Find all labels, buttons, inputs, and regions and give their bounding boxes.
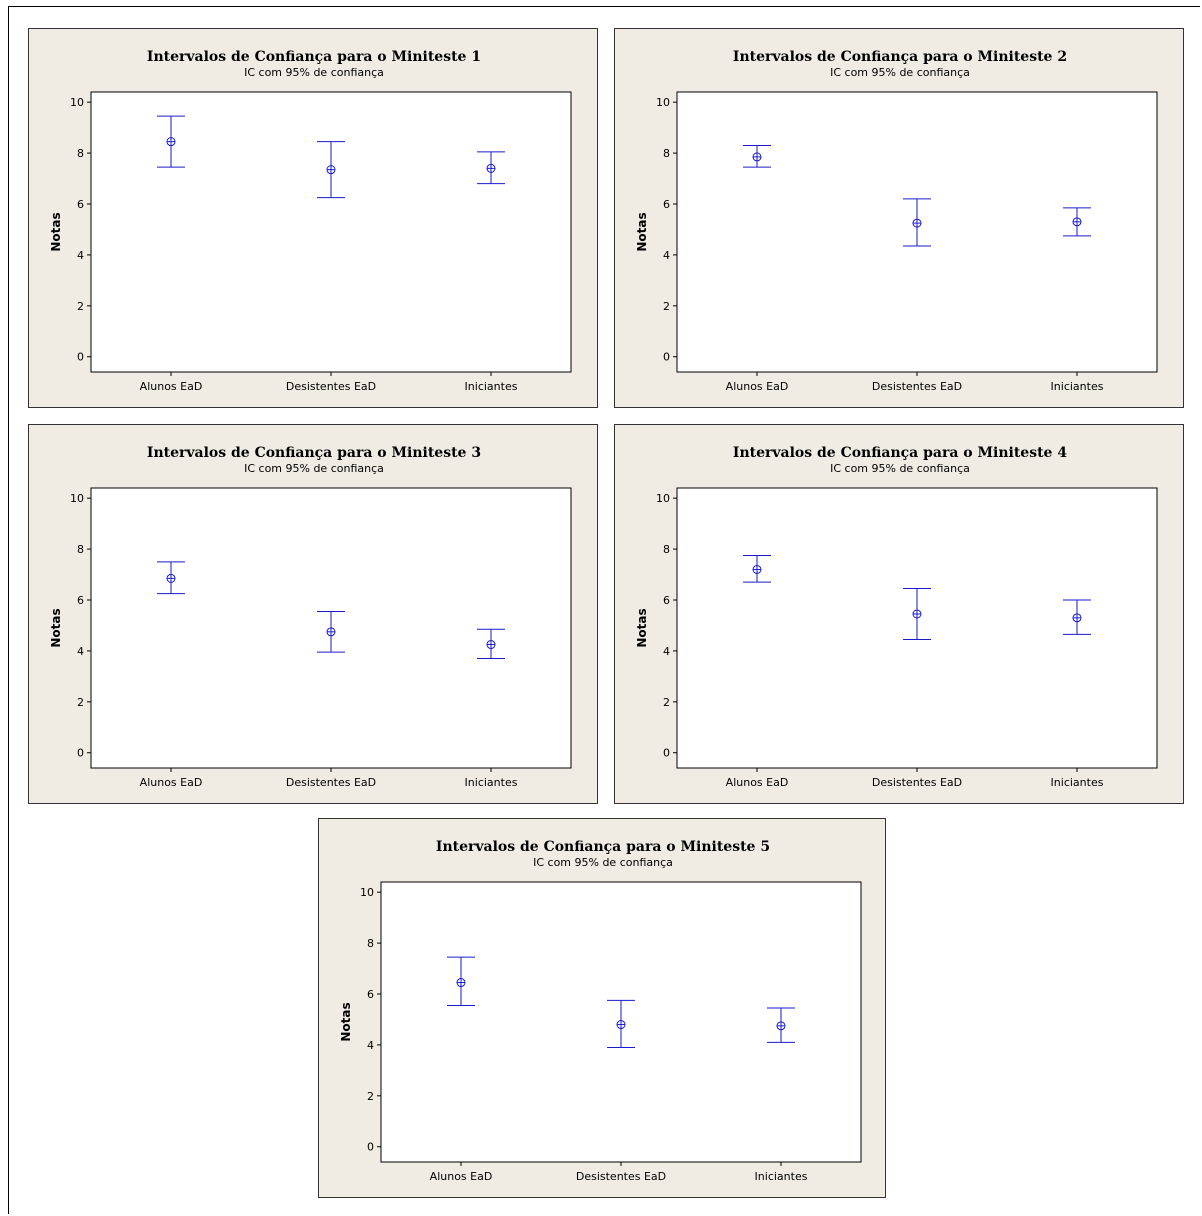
y-tick-label: 10	[70, 96, 84, 109]
x-tick-label: Desistentes EaD	[286, 380, 376, 393]
y-tick-label: 2	[77, 696, 84, 709]
x-tick-label: Iniciantes	[465, 776, 518, 789]
y-tick-label: 4	[663, 645, 670, 658]
chart-panel-2: Intervalos de Confiança para o Miniteste…	[614, 28, 1184, 408]
chart-title: Intervalos de Confiança para o Miniteste…	[147, 49, 481, 65]
x-tick-label: Alunos EaD	[430, 1170, 493, 1183]
interval-1	[157, 115, 185, 168]
y-tick-label: 4	[77, 645, 84, 658]
x-tick-label: Alunos EaD	[726, 380, 789, 393]
y-tick-label: 6	[77, 594, 84, 607]
y-tick-label: 6	[367, 988, 374, 1001]
x-tick-label: Iniciantes	[465, 380, 518, 393]
y-tick-label: 0	[663, 351, 670, 364]
chart-subtitle: IC com 95% de confiança	[244, 66, 384, 79]
chart-svg: Intervalos de Confiança para o Miniteste…	[49, 49, 572, 393]
x-tick-label: Iniciantes	[1051, 380, 1104, 393]
y-tick-label: 0	[77, 351, 84, 364]
x-tick-label: Alunos EaD	[726, 776, 789, 789]
y-tick-label: 0	[77, 747, 84, 760]
figure-frame	[8, 6, 1200, 1214]
interval-3	[767, 1007, 795, 1043]
y-tick-label: 10	[70, 492, 84, 505]
y-tick-label: 0	[663, 747, 670, 760]
interval-2	[903, 588, 931, 640]
interval-1	[447, 956, 475, 1006]
interval-3	[1063, 599, 1091, 635]
chart-title: Intervalos de Confiança para o Miniteste…	[436, 839, 770, 855]
y-axis-label: Notas	[635, 212, 649, 251]
y-tick-label: 8	[77, 147, 84, 160]
y-tick-label: 4	[663, 249, 670, 262]
y-tick-label: 4	[367, 1039, 374, 1052]
y-axis-label: Notas	[49, 212, 63, 251]
y-tick-label: 8	[663, 147, 670, 160]
y-tick-label: 10	[360, 886, 374, 899]
interval-2	[607, 999, 635, 1048]
chart-title: Intervalos de Confiança para o Miniteste…	[147, 445, 481, 461]
y-tick-label: 2	[663, 300, 670, 313]
chart-title: Intervalos de Confiança para o Miniteste…	[733, 49, 1067, 65]
y-tick-label: 8	[367, 937, 374, 950]
y-tick-label: 2	[367, 1090, 374, 1103]
chart-svg: Intervalos de Confiança para o Miniteste…	[635, 445, 1158, 789]
interval-1	[743, 554, 771, 583]
interval-3	[477, 628, 505, 660]
y-tick-label: 0	[367, 1141, 374, 1154]
y-tick-label: 8	[77, 543, 84, 556]
x-tick-label: Desistentes EaD	[576, 1170, 666, 1183]
x-tick-label: Desistentes EaD	[872, 776, 962, 789]
interval-2	[903, 198, 931, 247]
interval-3	[1063, 207, 1091, 237]
interval-1	[743, 144, 771, 168]
interval-3	[477, 151, 505, 185]
x-tick-label: Desistentes EaD	[872, 380, 962, 393]
interval-1	[157, 561, 185, 595]
y-tick-label: 2	[77, 300, 84, 313]
x-tick-label: Alunos EaD	[140, 776, 203, 789]
x-tick-label: Iniciantes	[1051, 776, 1104, 789]
interval-2	[317, 141, 345, 199]
chart-panel-1: Intervalos de Confiança para o Miniteste…	[28, 28, 598, 408]
x-tick-label: Desistentes EaD	[286, 776, 376, 789]
y-tick-label: 6	[663, 594, 670, 607]
y-tick-label: 10	[656, 492, 670, 505]
chart-svg: Intervalos de Confiança para o Miniteste…	[635, 49, 1158, 393]
x-tick-label: Alunos EaD	[140, 380, 203, 393]
y-tick-label: 8	[663, 543, 670, 556]
chart-svg: Intervalos de Confiança para o Miniteste…	[49, 445, 572, 789]
y-tick-label: 2	[663, 696, 670, 709]
y-axis-label: Notas	[339, 1002, 353, 1041]
chart-panel-3: Intervalos de Confiança para o Miniteste…	[28, 424, 598, 804]
chart-subtitle: IC com 95% de confiança	[533, 856, 673, 869]
y-tick-label: 10	[656, 96, 670, 109]
chart-panel-4: Intervalos de Confiança para o Miniteste…	[614, 424, 1184, 804]
chart-subtitle: IC com 95% de confiança	[244, 462, 384, 475]
y-tick-label: 6	[663, 198, 670, 211]
y-tick-label: 4	[77, 249, 84, 262]
y-axis-label: Notas	[49, 608, 63, 647]
y-tick-label: 6	[77, 198, 84, 211]
chart-subtitle: IC com 95% de confiança	[830, 66, 970, 79]
interval-2	[317, 610, 345, 653]
chart-svg: Intervalos de Confiança para o Miniteste…	[339, 839, 862, 1183]
chart-title: Intervalos de Confiança para o Miniteste…	[733, 445, 1067, 461]
x-tick-label: Iniciantes	[755, 1170, 808, 1183]
y-axis-label: Notas	[635, 608, 649, 647]
chart-panel-5: Intervalos de Confiança para o Miniteste…	[318, 818, 886, 1198]
plot-area	[90, 91, 572, 373]
chart-subtitle: IC com 95% de confiança	[830, 462, 970, 475]
